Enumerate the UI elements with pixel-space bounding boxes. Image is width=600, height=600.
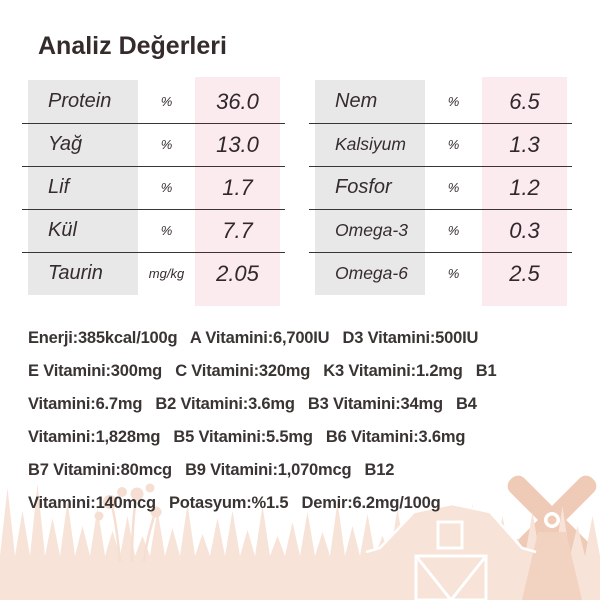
nutrient-label: Fosfor bbox=[315, 166, 425, 209]
nutrient-value: 1.7 bbox=[222, 174, 253, 200]
nutrient-label: Protein bbox=[28, 80, 138, 123]
nutrient-label: Yağ bbox=[28, 123, 138, 166]
nutrient-unit: % bbox=[447, 180, 460, 195]
table-row: Lif % 1.7 bbox=[22, 166, 285, 209]
nutrient-label: Kül bbox=[28, 209, 138, 252]
nutrient-unit: % bbox=[447, 266, 460, 281]
table-row: Nem % 6.5 bbox=[315, 80, 567, 123]
nutrient-value: 1.2 bbox=[509, 174, 540, 200]
nutrient-label: Taurin bbox=[28, 252, 138, 295]
nutrient-value: 6.5 bbox=[509, 88, 540, 114]
analysis-table-right: Nem % 6.5 Kalsiyum % 1.3 Fosfor % 1.2 Om… bbox=[309, 77, 572, 306]
barn-icon bbox=[365, 502, 582, 600]
details-line: Vitamini:6.7mg B2 Vitamini:3.6mg B3 Vita… bbox=[28, 395, 477, 413]
nutrient-unit: % bbox=[160, 137, 173, 152]
table-row: Omega-6 % 2.5 bbox=[309, 252, 572, 295]
nutrient-unit: % bbox=[447, 223, 460, 238]
farm-illustration bbox=[0, 475, 600, 600]
nutrient-unit: % bbox=[447, 137, 460, 152]
nutrient-unit: % bbox=[160, 94, 173, 109]
table-row: Yağ % 13.0 bbox=[22, 123, 285, 166]
nutrient-value: 2.5 bbox=[509, 260, 540, 286]
nutrient-label: Kalsiyum bbox=[315, 123, 425, 166]
nutrient-label: Nem bbox=[315, 80, 425, 123]
table-row: Kalsiyum % 1.3 bbox=[309, 123, 572, 166]
nutrient-unit: mg/kg bbox=[148, 266, 185, 281]
details-line: Vitamini:1,828mg B5 Vitamini:5.5mg B6 Vi… bbox=[28, 428, 466, 446]
nutrient-value: 7.7 bbox=[222, 217, 253, 243]
details-line: E Vitamini:300mg C Vitamini:320mg K3 Vit… bbox=[28, 362, 497, 380]
flowers-icon bbox=[94, 483, 162, 563]
page-title: Analiz Değerleri bbox=[38, 32, 227, 60]
nutrient-label: Lif bbox=[28, 166, 138, 209]
nutrient-value: 13.0 bbox=[216, 131, 259, 157]
table-row: Omega-3 % 0.3 bbox=[309, 209, 572, 252]
table-row: Protein % 36.0 bbox=[28, 80, 280, 123]
nutrient-value: 0.3 bbox=[509, 217, 540, 243]
nutrient-value: 36.0 bbox=[216, 88, 259, 114]
nutrition-details: Enerji:385kcal/100g A Vitamini:6,700IU D… bbox=[28, 322, 497, 520]
nutrient-value: 1.3 bbox=[509, 131, 540, 157]
nutrient-unit: % bbox=[160, 223, 173, 238]
details-line: B7 Vitamini:80mcg B9 Vitamini:1,070mcg B… bbox=[28, 461, 395, 479]
analysis-table-left: Protein % 36.0 Yağ % 13.0 Lif % 1.7 Kül … bbox=[22, 77, 285, 306]
nutrient-label: Omega-6 bbox=[315, 252, 425, 295]
nutrient-unit: % bbox=[160, 180, 173, 195]
table-row: Kül % 7.7 bbox=[22, 209, 285, 252]
nutrient-unit: % bbox=[447, 94, 460, 109]
table-row: Taurin mg/kg 2.05 bbox=[22, 252, 285, 295]
table-row: Fosfor % 1.2 bbox=[309, 166, 572, 209]
nutrient-label: Omega-3 bbox=[315, 209, 425, 252]
details-line: Enerji:385kcal/100g A Vitamini:6,700IU D… bbox=[28, 329, 479, 347]
details-line: Vitamini:140mcg Potasyum:%1.5 Demir:6.2m… bbox=[28, 494, 441, 512]
nutrient-value: 2.05 bbox=[216, 260, 259, 286]
